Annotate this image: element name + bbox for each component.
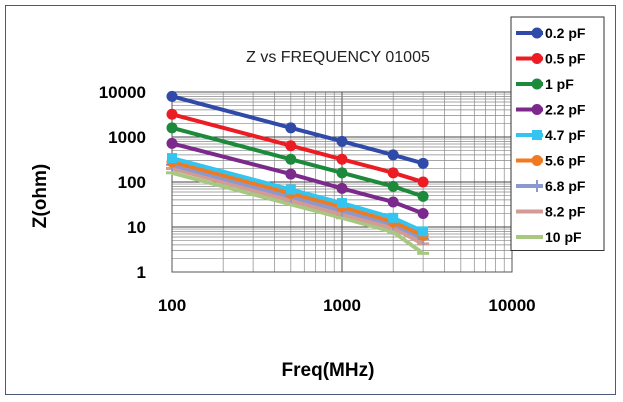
data-point [285,153,297,165]
data-point [166,137,178,149]
legend-item: 1 pF [516,76,574,92]
data-point [336,153,348,165]
legend-label: 8.2 pF [545,204,586,220]
data-point [285,140,297,152]
data-point [166,108,178,120]
y-tick-label: 100 [118,173,146,192]
x-tick-label: 10000 [488,296,535,315]
data-point [285,184,296,195]
data-point [387,196,399,208]
data-point [387,180,399,192]
legend-item: 0.2 pF [516,25,586,41]
data-point [336,182,348,194]
legend-swatch-marker [531,78,543,90]
data-point [285,168,297,180]
legend-swatch-marker [531,180,543,192]
data-point [166,122,178,134]
legend-swatch-marker [531,27,543,39]
chart-title: Z vs FREQUENCY 01005 [246,49,430,66]
series-0-5-pf [166,108,429,188]
data-point [417,190,429,202]
data-point [418,226,429,237]
data-point [387,167,399,179]
data-point [417,157,429,169]
legend-item: 8.2 pF [516,204,586,220]
series-0-2-pf [166,90,429,169]
legend-swatch-marker [532,130,542,140]
legend-label: 5.6 pF [545,153,586,169]
series-2-2-pf [166,137,429,219]
y-tick-labels: 10000 1000 100 10 1 [99,83,146,282]
legend-label: 0.5 pF [545,51,586,67]
legend-item: 10 pF [516,229,582,245]
series-layer [166,90,430,255]
legend-label: 0.2 pF [545,25,586,41]
data-point [337,198,347,209]
x-tick-label: 100 [158,296,186,315]
legend-item: 2.2 pF [516,102,586,118]
data-point [417,176,429,188]
legend-label: 4.7 pF [545,127,586,143]
legend: 0.2 pF 0.5 pF 1 pF 2.2 pF 4.7 pF 5.6 pF 6.8 pF… [510,16,605,251]
x-axis-label: Freq(MHz) [282,360,375,381]
legend-label: 1 pF [545,76,574,92]
data-point [417,207,429,219]
y-tick-label: 1 [137,263,146,282]
data-point [166,90,178,102]
legend-item: 5.6 pF [516,153,586,169]
legend-item: 6.8 pF [516,178,586,194]
legend-swatch-marker [531,104,543,115]
y-axis-label: Z(ohm) [30,164,51,228]
data-point [387,149,399,161]
data-point [388,212,399,223]
series-4-7-pf [167,153,429,237]
y-tick-label: 10000 [99,83,146,102]
x-tick-label: 1000 [323,296,361,315]
series-10-pf [166,170,430,255]
legend-item: 4.7 pF [516,127,586,143]
legend-swatch-marker [531,53,543,64]
y-tick-label: 10 [127,218,146,237]
data-point [285,122,297,134]
legend-item: 0.5 pF [516,51,586,67]
x-tick-labels: 100 1000 10000 [158,296,536,315]
legend-label: 2.2 pF [545,102,586,118]
legend-label: 10 pF [545,229,582,245]
data-point [167,153,177,164]
data-point [336,135,348,147]
legend-swatch-marker [531,155,543,166]
series-1-pf [166,122,429,202]
legend-label: 6.8 pF [545,178,586,194]
y-tick-label: 1000 [108,128,146,147]
data-point [336,167,348,179]
